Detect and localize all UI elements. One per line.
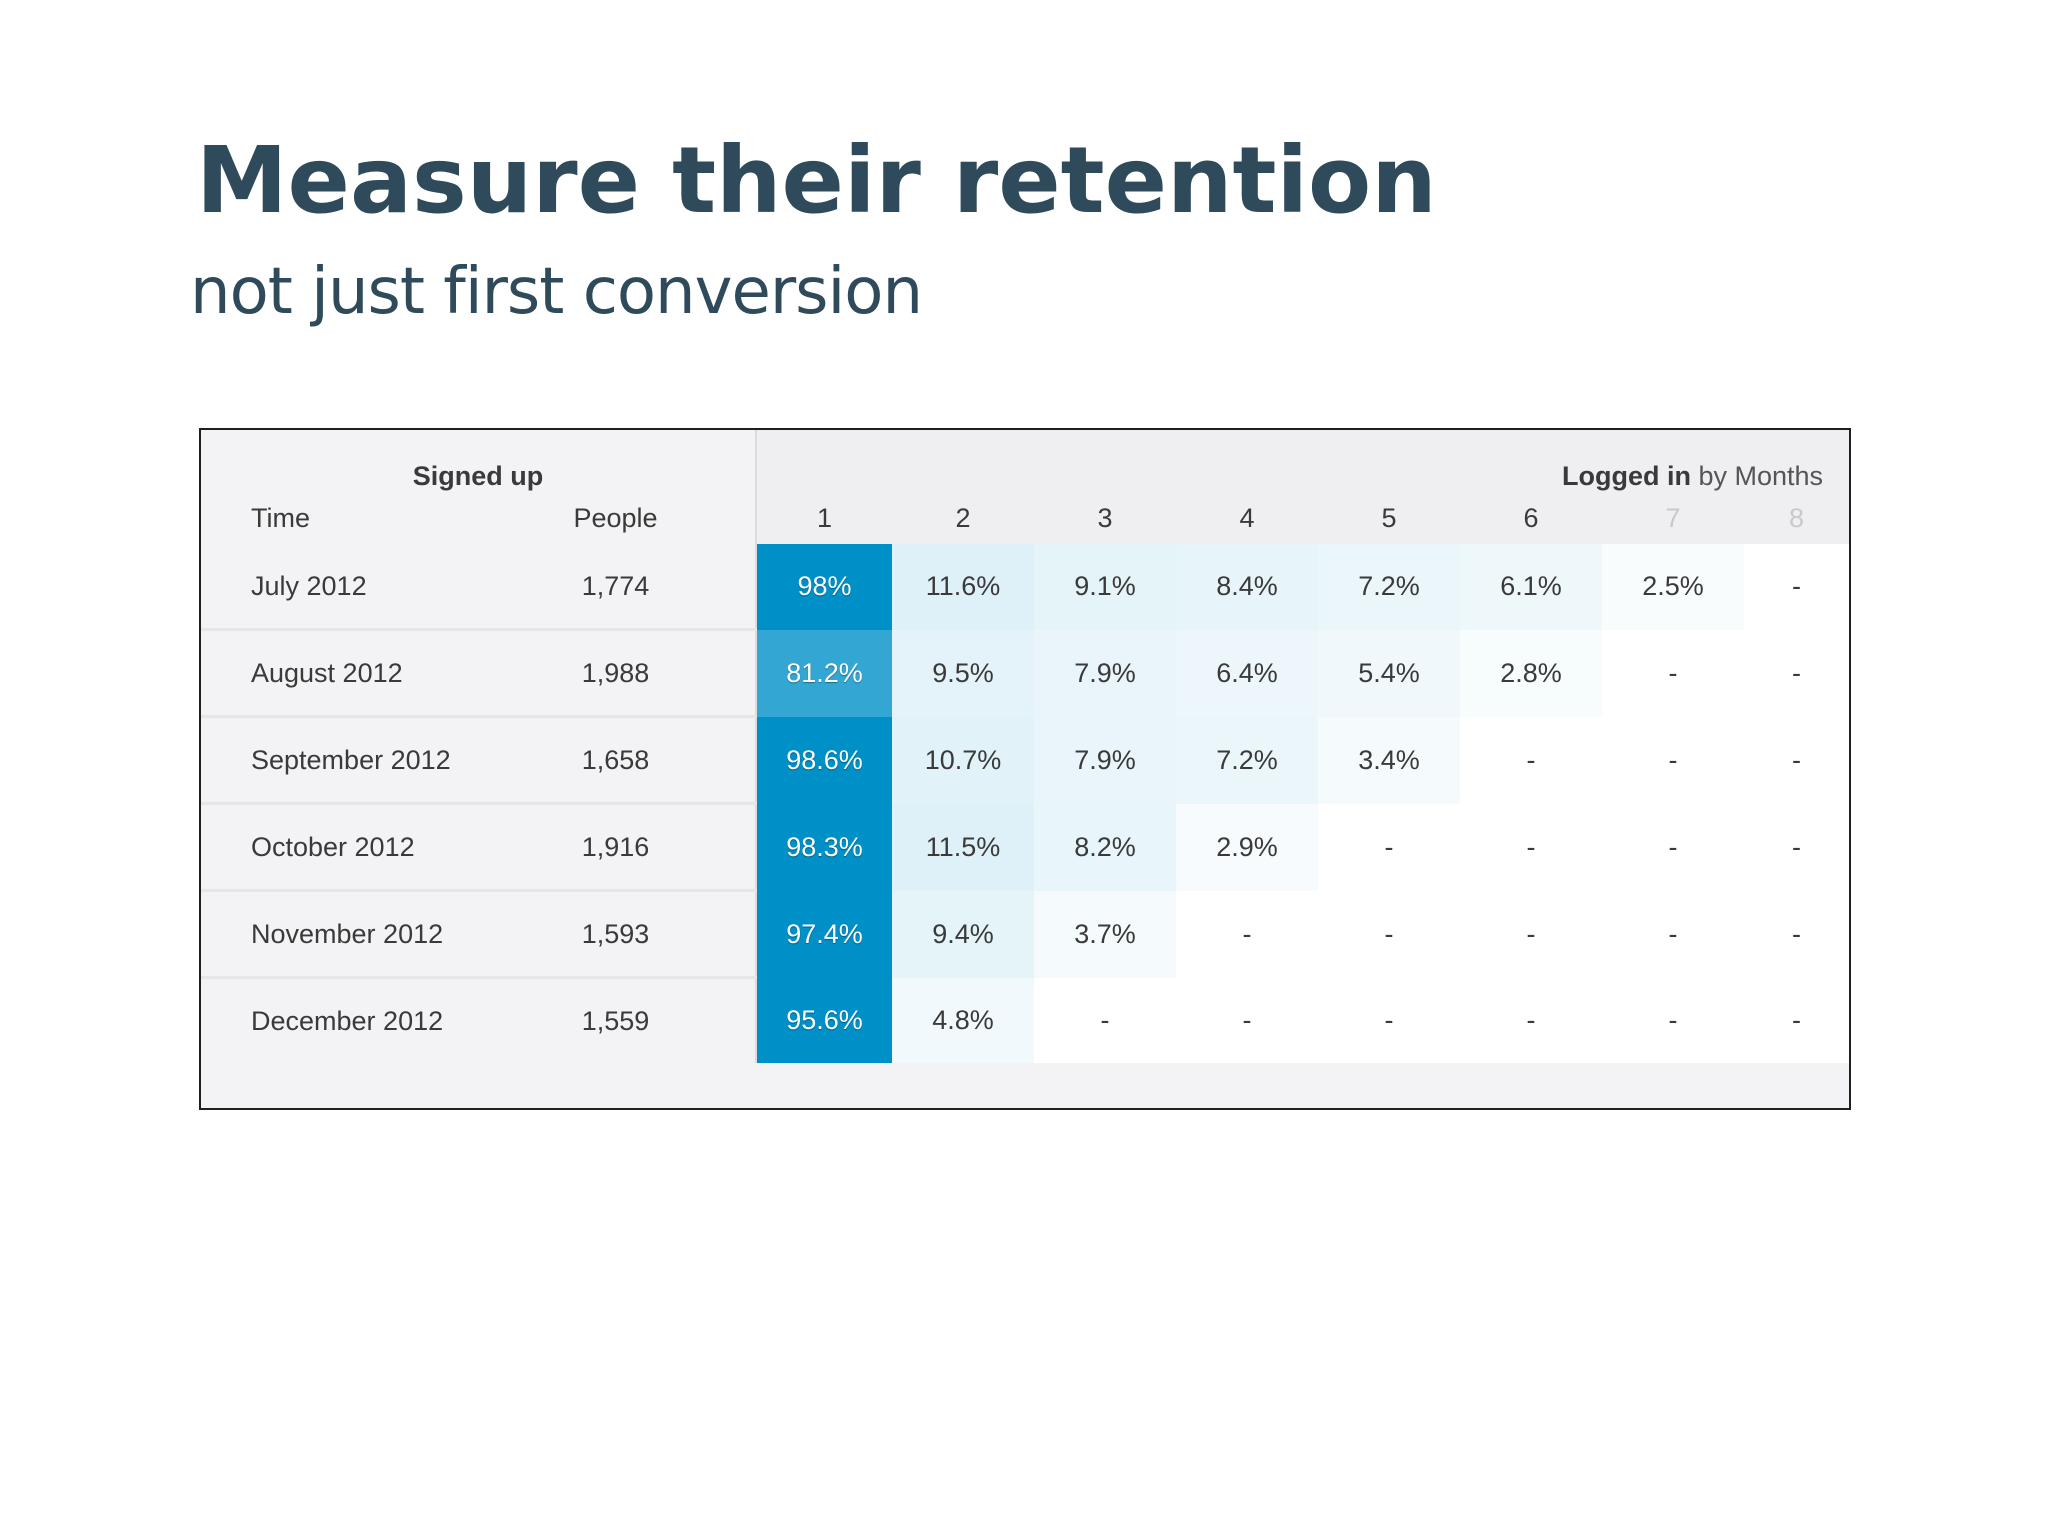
retention-value-cell: - (1034, 977, 1176, 1063)
month-column-header: 7 (1602, 492, 1744, 544)
cohort-time-cell: October 2012 (201, 802, 476, 891)
retention-value-cell: - (1318, 890, 1460, 978)
retention-value-cell: 7.9% (1034, 716, 1176, 804)
retention-value-cell: 8.4% (1176, 544, 1318, 630)
cohort-people-cell: 1,593 (476, 889, 756, 978)
retention-value-cell: 11.6% (892, 544, 1034, 630)
retention-value-cell: 98% (755, 544, 892, 630)
retention-value-cell: 9.5% (892, 629, 1034, 717)
retention-value-cell: 81.2% (755, 629, 892, 717)
logged-in-label: Logged in (1562, 461, 1691, 491)
retention-value-cell: - (1318, 977, 1460, 1063)
cohort-row: August 2012 1,988 81.2% 9.5% 7.9% 6.4% 5.4% 2.8… (201, 628, 1849, 717)
cohort-people-cell: 1,988 (476, 628, 756, 717)
cohort-people-cell: 1,658 (476, 715, 756, 804)
cohort-people-cell: 1,559 (476, 976, 756, 1063)
retention-value-cell: 95.6% (755, 977, 892, 1063)
people-column-header: People (476, 492, 756, 544)
cohort-time-cell: November 2012 (201, 889, 476, 978)
retention-value-cell: 6.4% (1176, 629, 1318, 717)
retention-value-cell: - (1602, 890, 1744, 978)
retention-value-cell: 98.6% (755, 716, 892, 804)
cohort-table: Signed up Logged in by Months Time Peopl… (201, 430, 1849, 1063)
logged-in-group-header: Logged in by Months (754, 430, 1849, 492)
month-column-header: 3 (1034, 492, 1176, 544)
signed-up-group-header: Signed up (201, 430, 756, 492)
retention-value-cell: 5.4% (1318, 629, 1460, 717)
cohort-time-cell: September 2012 (201, 715, 476, 804)
cohort-time-cell: August 2012 (201, 628, 476, 717)
retention-value-cell: - (1602, 716, 1744, 804)
retention-value-cell: 7.2% (1318, 544, 1460, 630)
month-column-header: 6 (1460, 492, 1602, 544)
cohort-row: July 2012 1,774 98% 11.6% 9.1% 8.4% 7.2% 6.1% 2.… (201, 544, 1849, 630)
month-column-header: 2 (892, 492, 1034, 544)
retention-value-cell: 7.9% (1034, 629, 1176, 717)
cohort-table-body: July 2012 1,774 98% 11.6% 9.1% 8.4% 7.2% 6.1% 2.… (201, 544, 1849, 1063)
month-column-header: 8 (1744, 492, 1849, 544)
retention-value-cell: - (1602, 977, 1744, 1063)
retention-value-cell: - (1744, 544, 1849, 630)
retention-value-cell: 9.1% (1034, 544, 1176, 630)
month-column-header: 1 (755, 492, 892, 544)
retention-value-cell: 4.8% (892, 977, 1034, 1063)
retention-value-cell: 2.5% (1602, 544, 1744, 630)
retention-value-cell: - (1744, 890, 1849, 978)
retention-value-cell: 11.5% (892, 803, 1034, 891)
retention-value-cell: - (1744, 977, 1849, 1063)
retention-value-cell: 10.7% (892, 716, 1034, 804)
retention-value-cell: - (1602, 629, 1744, 717)
cohort-row: September 2012 1,658 98.6% 10.7% 7.9% 7.2% 3.4… (201, 715, 1849, 804)
retention-value-cell: - (1744, 803, 1849, 891)
cohort-row: October 2012 1,916 98.3% 11.5% 8.2% 2.9% - - - - (201, 802, 1849, 891)
by-months-label: by Months (1698, 461, 1824, 491)
cohort-people-cell: 1,774 (476, 544, 756, 630)
cohort-row: December 2012 1,559 95.6% 4.8% - - - - - - (201, 976, 1849, 1063)
retention-value-cell: - (1602, 803, 1744, 891)
cohort-row: November 2012 1,593 97.4% 9.4% 3.7% - - - - - (201, 889, 1849, 978)
slide-subtitle: not just first conversion (190, 255, 923, 329)
retention-value-cell: - (1460, 803, 1602, 891)
cohort-people-cell: 1,916 (476, 802, 756, 891)
retention-value-cell: - (1176, 890, 1318, 978)
retention-value-cell: 2.9% (1176, 803, 1318, 891)
retention-value-cell: - (1460, 977, 1602, 1063)
cohort-time-cell: July 2012 (201, 544, 476, 630)
retention-value-cell: - (1318, 803, 1460, 891)
cohort-time-cell: December 2012 (201, 976, 476, 1063)
retention-value-cell: 97.4% (755, 890, 892, 978)
retention-value-cell: 7.2% (1176, 716, 1318, 804)
month-column-header: 5 (1318, 492, 1460, 544)
month-column-header: 4 (1176, 492, 1318, 544)
retention-value-cell: 98.3% (755, 803, 892, 891)
retention-value-cell: - (1176, 977, 1318, 1063)
retention-value-cell: 3.7% (1034, 890, 1176, 978)
retention-value-cell: 8.2% (1034, 803, 1176, 891)
retention-value-cell: 3.4% (1318, 716, 1460, 804)
retention-value-cell: - (1744, 716, 1849, 804)
slide-title: Measure their retention (196, 127, 1437, 234)
retention-cohort-table: Signed up Logged in by Months Time Peopl… (199, 428, 1851, 1110)
time-column-header: Time (201, 492, 476, 544)
retention-value-cell: - (1460, 890, 1602, 978)
retention-value-cell: 9.4% (892, 890, 1034, 978)
retention-value-cell: - (1744, 629, 1849, 717)
retention-value-cell: 6.1% (1460, 544, 1602, 630)
retention-value-cell: - (1460, 716, 1602, 804)
retention-value-cell: 2.8% (1460, 629, 1602, 717)
